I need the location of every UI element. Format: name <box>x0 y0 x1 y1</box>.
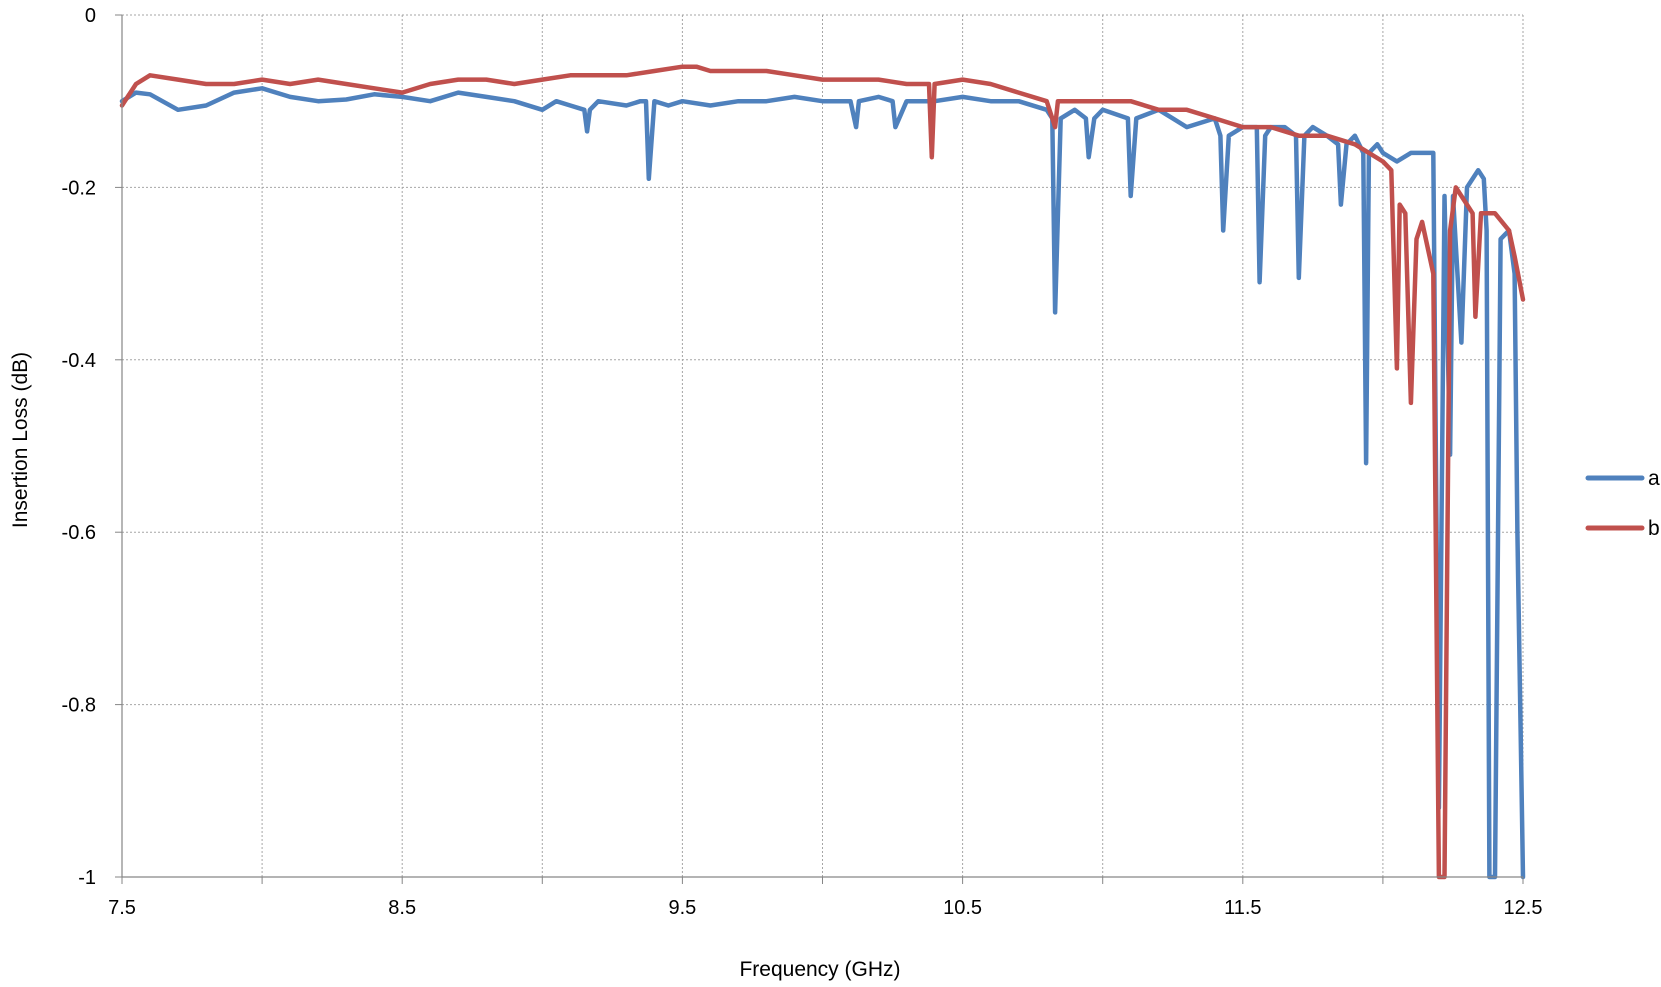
series-line-a <box>119 86 1526 880</box>
y-axis-title: Insertion Loss (dB) <box>9 352 32 528</box>
grid-lines <box>121 14 1524 878</box>
y-tick-label: -0.4 <box>62 350 96 372</box>
x-tick-label: 9.5 <box>668 897 696 919</box>
x-axis-title: Frequency (GHz) <box>739 958 900 981</box>
x-tick-label: 12.5 <box>1504 897 1543 919</box>
legend-label-a: a <box>1648 467 1660 490</box>
legend-label-b: b <box>1648 517 1660 540</box>
legend: ab <box>1585 467 1660 540</box>
x-tick-label: 11.5 <box>1224 897 1261 919</box>
y-tick-label: -1 <box>78 867 96 889</box>
x-tick-label: 7.5 <box>108 897 136 919</box>
y-tick-label: -0.8 <box>62 695 96 717</box>
x-tick-label: 10.5 <box>943 897 982 919</box>
y-tick-label: -0.2 <box>62 177 96 199</box>
x-tick-label: 8.5 <box>388 897 416 919</box>
axes <box>115 14 1524 884</box>
tick-labels: 7.5 8.5 9.5 10.5 11.5 12.5 0 -0.2 -0.4 -0.6 -0.8 -1 <box>62 5 1543 919</box>
y-tick-label: 0 <box>85 5 96 27</box>
y-tick-label: -0.6 <box>62 522 96 544</box>
